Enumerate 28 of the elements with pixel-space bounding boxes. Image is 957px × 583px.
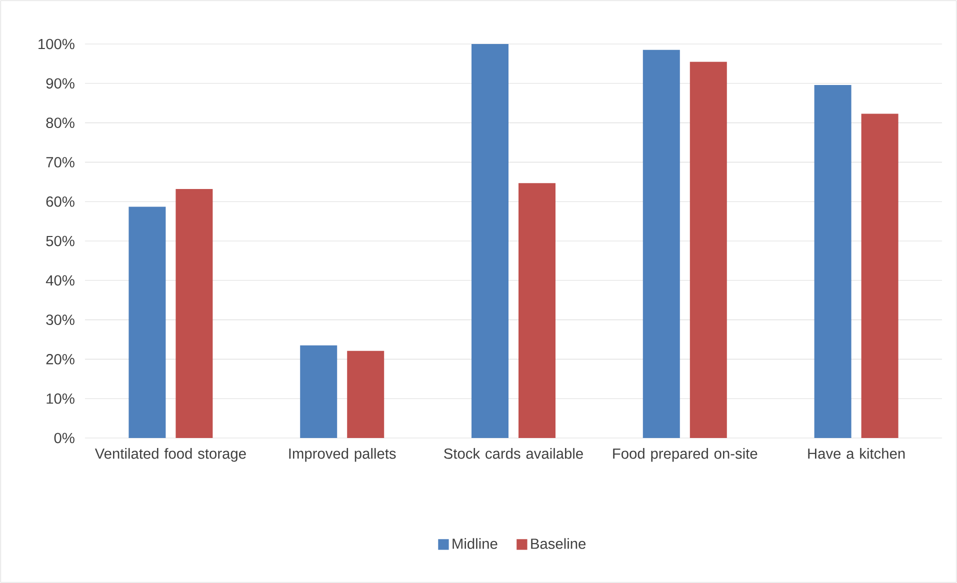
- x-tick-label: Have a kitchen: [808, 448, 905, 459]
- legend-label: Baseline: [531, 538, 586, 549]
- bar: [861, 114, 898, 438]
- y-tick-label: 40%: [46, 275, 74, 286]
- x-tick-label: Improved pallets: [289, 448, 396, 462]
- bar: [690, 62, 727, 438]
- bar: [814, 84, 852, 438]
- y-tick-label: 0%: [54, 432, 74, 444]
- bar: [176, 188, 213, 438]
- x-tick-label: Food prepared on-site: [613, 448, 758, 462]
- y-tick-label: 80%: [46, 118, 74, 128]
- bar: [642, 50, 680, 438]
- x-tick-label: Ventilated food storage: [94, 448, 246, 462]
- y-tick-label: 50%: [46, 236, 74, 246]
- bar: [300, 345, 338, 438]
- bar: [472, 44, 509, 438]
- x-tick-label: Stock cards available: [444, 448, 583, 459]
- y-tick-label: 60%: [46, 196, 74, 207]
- y-tick-label: 20%: [46, 354, 74, 364]
- y-tick-label: 90%: [46, 78, 74, 89]
- y-tick-label: 30%: [46, 314, 74, 325]
- legend-label: Midline: [452, 538, 498, 549]
- bar: [128, 206, 166, 438]
- y-tick-label: 10%: [46, 393, 74, 404]
- bar: [347, 350, 384, 438]
- y-tick-label: 70%: [46, 157, 74, 168]
- bar: [518, 183, 556, 438]
- y-tick-label: 100%: [38, 38, 74, 50]
